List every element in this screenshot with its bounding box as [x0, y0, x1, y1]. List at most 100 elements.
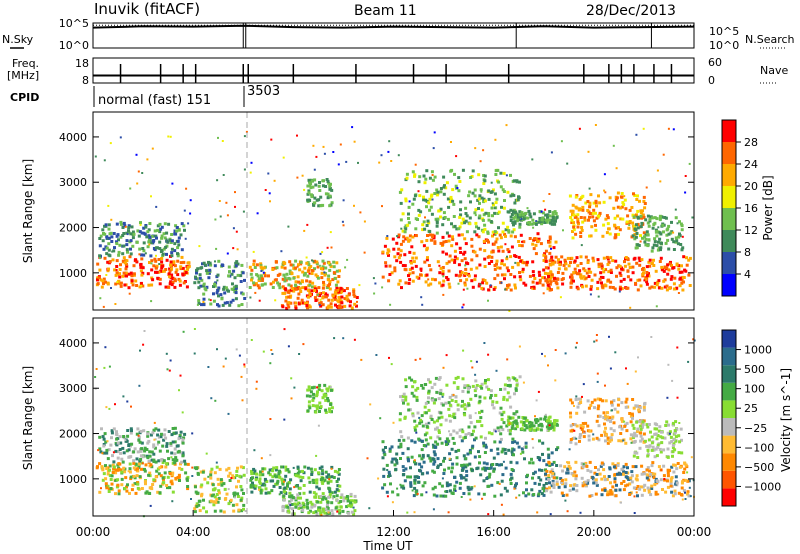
velocity-echo-cell	[499, 437, 503, 441]
velocity-echo-cell	[572, 474, 576, 478]
power-scatter-cell	[254, 291, 257, 294]
velocity-echo-cell	[413, 481, 417, 485]
velocity-echo-cell	[143, 480, 147, 484]
power-echo-cell	[658, 286, 661, 290]
power-scatter-cell	[305, 256, 308, 259]
power-echo-cell	[497, 180, 501, 184]
power-echo-cell	[667, 232, 671, 236]
velocity-echo-cell	[424, 401, 428, 405]
power-echo-cell	[647, 238, 651, 242]
velocity-echo-cell	[552, 460, 556, 464]
velocity-scatter-cell	[290, 397, 293, 400]
power-echo-cell	[400, 286, 403, 290]
velocity-echo-cell	[460, 463, 464, 467]
power-echo-cell	[474, 208, 478, 212]
power-echo-cell	[294, 305, 298, 309]
velocity-scatter-cell	[614, 351, 617, 354]
velocity-scatter-cell	[122, 395, 125, 398]
y-tick-label: 2000	[59, 222, 87, 235]
power-echo-cell	[687, 273, 691, 277]
velocity-echo-cell	[249, 483, 253, 487]
power-echo-cell	[593, 273, 597, 277]
velocity-echo-cell	[160, 465, 164, 469]
velocity-echo-cell	[547, 460, 551, 464]
velocity-echo-cell	[150, 465, 154, 469]
power-echo-cell	[572, 213, 576, 217]
power-scatter-cell	[114, 303, 117, 305]
power-echo-cell	[285, 295, 289, 299]
velocity-scatter-cell	[579, 427, 582, 430]
velocity-echo-cell	[662, 474, 666, 478]
power-echo-cell	[683, 268, 687, 272]
power-echo-cell	[310, 289, 314, 293]
velocity-echo-cell	[433, 445, 437, 449]
velocity-echo-cell	[662, 448, 666, 452]
velocity-echo-cell	[503, 486, 507, 490]
power-scatter-cell	[520, 218, 523, 220]
velocity-scatter-cell	[328, 478, 331, 481]
freq-right-label: Nave	[760, 64, 788, 77]
velocity-echo-cell	[669, 435, 673, 439]
velocity-echo-cell	[515, 441, 519, 445]
velocity-echo-cell	[239, 465, 243, 469]
power-echo-cell	[160, 266, 164, 270]
velocity-echo-cell	[579, 433, 582, 437]
power-echo-cell	[227, 274, 231, 278]
velocity-echo-cell	[656, 443, 660, 447]
velocity-echo-cell	[450, 466, 454, 470]
power-echo-cell	[581, 285, 584, 289]
velocity-echo-cell	[126, 429, 130, 432]
power-echo-cell	[558, 263, 562, 267]
power-echo-cell	[680, 281, 684, 285]
velocity-scatter-cell	[255, 387, 258, 390]
power-echo-cell	[425, 205, 428, 209]
velocity-scatter-cell	[153, 438, 156, 441]
power-echo-cell	[577, 272, 581, 276]
velocity-echo-cell	[492, 456, 496, 460]
velocity-echo-cell	[419, 418, 423, 422]
power-echo-cell	[180, 222, 184, 226]
power-echo-cell	[519, 259, 523, 263]
power-echo-cell	[328, 287, 332, 291]
power-echo-cell	[227, 265, 231, 269]
velocity-echo-cell	[310, 502, 314, 506]
velocity-scatter-cell	[460, 496, 463, 498]
power-scatter-cell	[621, 268, 624, 271]
velocity-scatter-cell	[642, 441, 645, 444]
velocity-echo-cell	[616, 462, 620, 466]
power-echo-cell	[298, 287, 302, 291]
velocity-echo-cell	[508, 416, 512, 420]
velocity-echo-cell	[132, 461, 136, 465]
velocity-scatter-cell	[566, 510, 569, 513]
power-echo-cell	[520, 211, 524, 215]
power-echo-cell	[514, 286, 517, 290]
power-scatter-cell	[456, 187, 459, 189]
velocity-echo-cell	[541, 452, 544, 456]
velocity-echo-cell	[479, 384, 483, 388]
power-echo-cell	[331, 278, 335, 282]
velocity-echo-cell	[458, 435, 462, 439]
power-echo-cell	[483, 279, 487, 282]
velocity-echo-cell	[399, 395, 402, 399]
velocity-echo-cell	[622, 470, 626, 474]
power-echo-cell	[425, 199, 429, 203]
velocity-scatter-cell	[182, 330, 185, 333]
velocity-echo-cell	[193, 510, 197, 514]
velocity-echo-cell	[225, 492, 229, 496]
velocity-scatter-cell	[137, 434, 140, 437]
velocity-echo-cell	[468, 462, 472, 466]
power-echo-cell	[98, 268, 102, 272]
power-echo-cell	[436, 190, 440, 194]
power-echo-cell	[478, 263, 482, 267]
velocity-echo-cell	[568, 466, 572, 470]
power-scatter-cell	[318, 264, 321, 267]
power-echo-cell	[308, 184, 312, 188]
velocity-echo-cell	[320, 469, 324, 473]
velocity-echo-cell	[416, 411, 420, 415]
velocity-echo-cell	[539, 422, 543, 426]
velocity-echo-cell	[315, 407, 319, 411]
velocity-echo-cell	[439, 494, 443, 498]
power-scatter-cell	[535, 220, 538, 223]
velocity-echo-cell	[502, 395, 506, 399]
velocity-echo-cell	[444, 440, 448, 444]
